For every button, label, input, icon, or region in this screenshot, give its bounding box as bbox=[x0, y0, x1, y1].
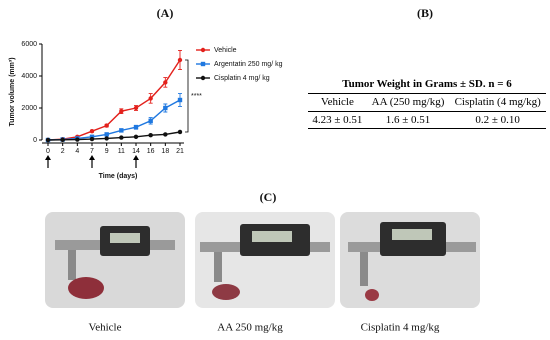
y-tick-label: 6000 bbox=[21, 41, 37, 48]
photo-caption: Vehicle bbox=[89, 322, 122, 334]
point bbox=[89, 129, 95, 134]
x-tick-label: 4 bbox=[75, 148, 79, 155]
point bbox=[133, 125, 139, 130]
point bbox=[133, 105, 139, 111]
point bbox=[104, 123, 109, 128]
x-axis-label: Time (days) bbox=[99, 173, 138, 180]
legend-label: Cisplatin 4 mg/ kg bbox=[214, 75, 270, 82]
x-tick-label: 7 bbox=[90, 148, 94, 155]
weight-table: Tumor Weight in Grams ± SD. n = 6 Vehicl… bbox=[308, 78, 546, 130]
y-tick-label: 4000 bbox=[21, 73, 37, 80]
point bbox=[133, 134, 139, 139]
point bbox=[177, 97, 183, 103]
series-line bbox=[47, 131, 181, 141]
point bbox=[104, 132, 109, 137]
legend-label: Vehicle bbox=[214, 47, 237, 54]
table-cell: 1.6 ± 0.51 bbox=[366, 111, 450, 130]
point bbox=[148, 118, 153, 123]
table-header: Cisplatin (4 mg/kg) bbox=[454, 96, 541, 108]
photo-caption: Cisplatin 4 mg/kg bbox=[361, 322, 440, 334]
x-tick-label: 21 bbox=[176, 148, 184, 155]
table-cell: 4.23 ± 0.51 bbox=[308, 111, 367, 130]
photo bbox=[45, 212, 185, 308]
x-tick-label: 9 bbox=[105, 148, 109, 155]
dose-arrow-head bbox=[89, 155, 95, 160]
point bbox=[119, 128, 124, 133]
dose-arrow-head bbox=[45, 155, 51, 160]
point bbox=[89, 136, 95, 142]
point bbox=[177, 57, 183, 63]
panel-label: (C) bbox=[260, 190, 277, 204]
x-tick-label: 0 bbox=[46, 148, 50, 155]
point bbox=[119, 135, 124, 140]
significance-bracket bbox=[185, 59, 189, 133]
panel-label: (A) bbox=[157, 6, 174, 20]
photo-caption: AA 250 mg/kg bbox=[217, 322, 283, 334]
x-tick-label: 11 bbox=[118, 148, 125, 155]
x-tick-label: 18 bbox=[161, 148, 169, 155]
legend-marker bbox=[200, 75, 206, 81]
point bbox=[148, 133, 153, 138]
point bbox=[60, 137, 65, 143]
point bbox=[163, 105, 168, 111]
x-tick-label: 14 bbox=[132, 148, 140, 155]
x-tick-label: 16 bbox=[147, 148, 155, 155]
photo bbox=[340, 212, 480, 308]
point bbox=[163, 80, 168, 85]
table: Tumor Weight in Grams ± SD. n = 6 Vehicl… bbox=[308, 78, 546, 130]
legend-marker bbox=[200, 61, 206, 67]
point bbox=[163, 132, 168, 137]
point bbox=[104, 136, 109, 141]
table-header: AA (250 mg/kg) bbox=[371, 96, 445, 108]
point bbox=[89, 134, 95, 139]
table-title: Tumor Weight in Grams ± SD. n = 6 bbox=[308, 78, 546, 94]
photo bbox=[195, 212, 335, 308]
y-axis-label: Tumor volume (mm³) bbox=[9, 57, 16, 126]
point bbox=[45, 137, 51, 143]
legend-marker bbox=[200, 47, 206, 53]
panel-label: (B) bbox=[417, 6, 433, 20]
table-cell: 0.2 ± 0.10 bbox=[449, 111, 546, 130]
legend-label: Argentatin 250 mg/ kg bbox=[214, 61, 283, 68]
significance-label: **** bbox=[191, 93, 202, 100]
point bbox=[119, 109, 124, 114]
point bbox=[177, 129, 183, 135]
x-tick-label: 2 bbox=[61, 148, 65, 155]
series-line bbox=[47, 99, 181, 141]
series-line bbox=[47, 59, 181, 141]
y-tick-label: 2000 bbox=[21, 105, 37, 112]
table-header: Vehicle bbox=[320, 96, 354, 108]
point bbox=[75, 137, 80, 142]
point bbox=[148, 96, 153, 101]
y-tick-label: 0 bbox=[33, 137, 37, 144]
dose-arrow-head bbox=[133, 155, 139, 160]
